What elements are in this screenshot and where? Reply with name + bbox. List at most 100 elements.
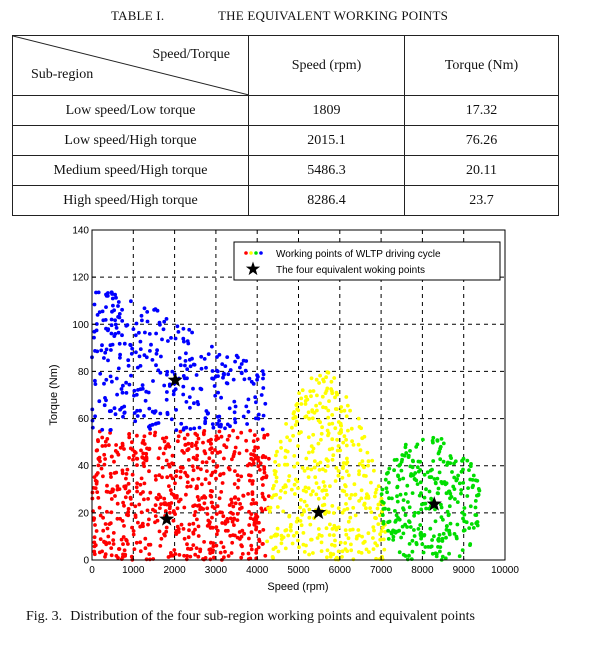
working-point xyxy=(465,458,470,463)
working-point xyxy=(233,359,238,364)
working-point xyxy=(325,464,330,468)
row-speed: 1809 xyxy=(248,95,405,126)
working-point xyxy=(124,472,129,476)
working-point xyxy=(387,480,391,485)
working-point xyxy=(106,534,111,539)
working-point xyxy=(109,409,113,413)
working-point xyxy=(461,481,466,485)
working-point xyxy=(350,527,355,532)
working-point xyxy=(249,530,254,535)
working-point xyxy=(405,483,410,488)
working-point xyxy=(314,492,319,497)
working-point xyxy=(299,396,304,401)
working-point xyxy=(94,529,99,533)
working-point xyxy=(92,552,97,557)
working-point xyxy=(326,431,331,436)
working-point xyxy=(228,424,232,429)
working-point xyxy=(185,542,189,547)
working-point xyxy=(260,476,264,481)
working-point xyxy=(362,501,367,506)
working-point xyxy=(137,354,142,359)
working-point xyxy=(109,317,114,322)
working-point xyxy=(146,390,151,395)
working-point xyxy=(115,392,119,397)
working-point xyxy=(326,459,330,463)
working-point xyxy=(241,414,246,419)
working-point xyxy=(102,381,106,386)
working-points-scatter-chart: 0 1000 2000 3000 4000 5000 6000 7000 8000 9000 100… xyxy=(48,226,519,594)
working-point xyxy=(294,419,299,424)
working-point xyxy=(301,531,306,535)
working-point xyxy=(285,462,290,467)
working-point xyxy=(181,392,186,397)
working-point xyxy=(118,352,122,357)
diagonal-line xyxy=(13,36,248,95)
working-point xyxy=(256,458,261,463)
working-point xyxy=(111,538,116,542)
working-point xyxy=(330,527,335,531)
working-point xyxy=(275,526,280,531)
working-point xyxy=(319,437,323,442)
working-point xyxy=(381,507,386,511)
working-point xyxy=(410,549,415,554)
working-point xyxy=(261,372,266,377)
working-point xyxy=(111,303,115,308)
working-point xyxy=(324,375,328,380)
working-point xyxy=(283,448,288,453)
legend-label-equivalent-points: The four equivalent woking points xyxy=(276,265,425,276)
working-point xyxy=(473,499,478,503)
working-point xyxy=(147,447,151,452)
working-point xyxy=(92,335,96,340)
working-point xyxy=(356,442,361,447)
working-point xyxy=(306,410,311,415)
working-point xyxy=(188,405,192,410)
working-point xyxy=(256,455,260,460)
working-point xyxy=(317,485,321,490)
working-point xyxy=(333,426,338,431)
working-point xyxy=(93,382,98,386)
working-point xyxy=(105,509,109,514)
working-point xyxy=(169,501,174,505)
working-point xyxy=(284,528,289,532)
working-point xyxy=(414,542,419,547)
working-point xyxy=(306,475,311,479)
working-point xyxy=(367,550,371,554)
working-point xyxy=(110,487,115,492)
table-row: Medium speed/High torque 5486.3 20.11 xyxy=(12,155,559,186)
working-point xyxy=(270,495,274,500)
working-point xyxy=(334,466,339,470)
working-point xyxy=(219,540,224,545)
working-point xyxy=(420,502,424,507)
working-point xyxy=(172,389,176,393)
working-point xyxy=(171,553,176,558)
working-point xyxy=(301,488,306,493)
working-point xyxy=(374,487,379,492)
working-point xyxy=(436,539,441,543)
working-point xyxy=(168,510,172,515)
working-point xyxy=(453,497,457,501)
working-point xyxy=(339,405,344,409)
working-point xyxy=(210,450,215,455)
working-point xyxy=(157,473,162,478)
working-point xyxy=(255,515,260,519)
working-point xyxy=(95,448,100,453)
working-point xyxy=(156,421,161,425)
x-tick-label: 1000 xyxy=(122,565,145,576)
working-point xyxy=(233,501,238,506)
working-point xyxy=(438,549,442,554)
working-point xyxy=(144,451,149,456)
working-point xyxy=(310,449,315,454)
working-point xyxy=(131,457,135,462)
working-point xyxy=(154,363,158,368)
working-point xyxy=(205,469,209,473)
working-point xyxy=(93,523,97,527)
working-point xyxy=(303,415,308,419)
working-point xyxy=(195,453,200,458)
working-point xyxy=(99,466,104,471)
working-point xyxy=(360,534,364,539)
working-point xyxy=(254,400,258,405)
working-point xyxy=(116,366,121,371)
working-point xyxy=(97,310,102,314)
working-point xyxy=(462,506,467,510)
working-point xyxy=(384,486,389,491)
